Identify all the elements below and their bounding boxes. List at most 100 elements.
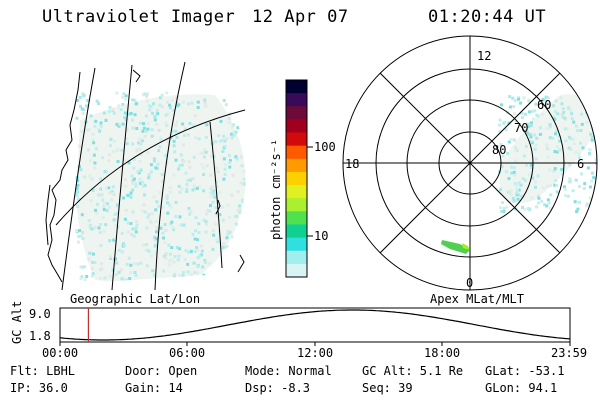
emission-pixel — [189, 249, 193, 253]
emission-pixel — [94, 147, 98, 151]
emission-pixel — [165, 194, 169, 198]
emission-pixel — [127, 112, 130, 116]
emission-pixel — [206, 209, 210, 212]
emission-pixel — [588, 185, 592, 189]
emission-pixel — [580, 172, 583, 176]
emission-pixel — [152, 273, 156, 277]
emission-pixel — [203, 101, 207, 105]
emission-pixel — [122, 92, 126, 96]
emission-pixel — [221, 245, 225, 249]
emission-pixel — [129, 271, 133, 275]
emission-pixel — [115, 91, 119, 95]
emission-pixel — [148, 104, 152, 108]
emission-pixel — [81, 237, 85, 240]
emission-pixel — [124, 208, 128, 212]
emission-pixel — [147, 173, 151, 177]
emission-pixel — [154, 219, 158, 223]
emission-pixel — [563, 187, 567, 191]
emission-pixel — [174, 123, 178, 127]
emission-pixel — [574, 178, 578, 182]
emission-pixel — [241, 198, 244, 202]
emission-pixel — [124, 98, 128, 102]
emission-pixel — [511, 196, 515, 200]
emission-pixel — [558, 139, 561, 143]
emission-pixel — [142, 203, 146, 207]
ip-value: IP: 36.0 — [10, 381, 68, 395]
lat-label: 80 — [492, 143, 506, 157]
emission-pixel — [232, 131, 236, 135]
emission-pixel — [163, 241, 167, 244]
emission-pixel — [175, 246, 179, 250]
emission-pixel — [215, 238, 219, 241]
emission-pixel — [183, 127, 187, 131]
emission-pixel — [507, 140, 511, 144]
emission-pixel — [196, 106, 200, 109]
emission-pixel — [187, 280, 191, 284]
emission-pixel — [203, 258, 207, 262]
emission-pixel — [557, 135, 561, 138]
emission-pixel — [116, 147, 120, 151]
emission-pixel — [90, 227, 94, 231]
emission-pixel — [236, 257, 240, 261]
emission-pixel — [538, 126, 542, 130]
emission-pixel — [146, 121, 150, 125]
emission-pixel — [499, 206, 502, 209]
emission-pixel — [531, 176, 535, 180]
emission-pixel — [186, 133, 190, 137]
emission-pixel — [123, 111, 127, 115]
emission-pixel — [564, 194, 567, 198]
emission-pixel — [228, 215, 232, 219]
emission-pixel — [124, 118, 128, 121]
emission-pixel — [235, 100, 239, 104]
emission-pixel — [552, 169, 556, 173]
emission-pixel — [512, 199, 516, 203]
emission-pixel — [569, 147, 573, 151]
emission-pixel — [154, 166, 158, 170]
emission-pixel — [571, 189, 575, 193]
emission-pixel — [157, 204, 161, 208]
emission-pixel — [193, 237, 197, 241]
emission-pixel — [177, 131, 181, 134]
emission-pixel — [555, 190, 559, 194]
emission-pixel — [499, 188, 503, 192]
emission-pixel — [188, 165, 192, 169]
emission-pixel — [197, 222, 201, 226]
emission-pixel — [516, 188, 519, 192]
emission-pixel — [236, 263, 240, 267]
emission-pixel — [529, 165, 533, 169]
emission-pixel — [535, 205, 539, 209]
emission-pixel — [541, 186, 545, 190]
emission-pixel — [113, 212, 117, 216]
emission-pixel — [244, 134, 246, 138]
emission-pixel — [134, 230, 138, 234]
emission-pixel — [111, 150, 115, 153]
emission-pixel — [194, 229, 197, 233]
emission-pixel — [218, 213, 222, 217]
emission-pixel — [85, 104, 89, 108]
emission-pixel — [244, 151, 246, 155]
emission-pixel — [238, 92, 241, 96]
emission-pixel — [187, 160, 191, 164]
emission-pixel — [514, 159, 518, 163]
emission-pixel — [79, 265, 83, 269]
emission-pixel — [143, 92, 147, 96]
emission-pixel — [202, 173, 206, 177]
geo-emission-map — [75, 90, 246, 285]
emission-pixel — [81, 92, 85, 96]
emission-pixel — [125, 262, 129, 266]
emission-pixel — [236, 96, 240, 100]
mlt-label-right: 6 — [577, 157, 584, 171]
emission-pixel — [222, 242, 226, 246]
emission-pixel — [112, 111, 116, 115]
emission-pixel — [242, 169, 246, 173]
emission-pixel — [577, 156, 581, 160]
emission-pixel — [569, 137, 573, 141]
emission-pixel — [527, 110, 531, 114]
emission-pixel — [148, 250, 151, 253]
emission-pixel — [204, 150, 208, 154]
emission-pixel — [587, 111, 591, 114]
emission-pixel — [188, 122, 192, 125]
emission-pixel — [221, 149, 225, 153]
emission-pixel — [91, 260, 95, 264]
emission-pixel — [174, 129, 178, 133]
